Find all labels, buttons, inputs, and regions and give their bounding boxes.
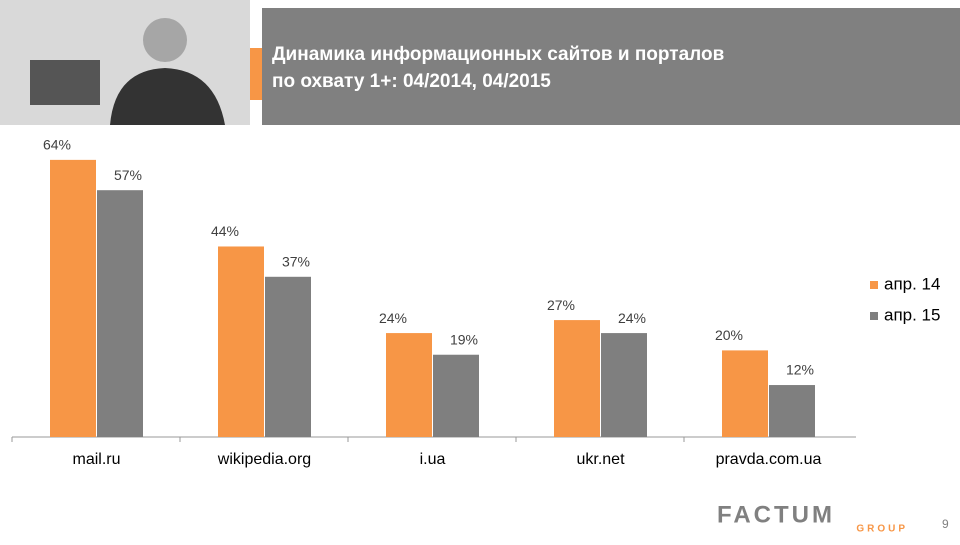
- bar: [433, 354, 479, 437]
- legend-swatch: [870, 312, 878, 320]
- x-tick-label: ukr.net: [576, 451, 625, 468]
- bar: [386, 333, 432, 437]
- value-label: 24%: [379, 310, 407, 326]
- x-tick-label: wikipedia.org: [217, 451, 311, 468]
- bar: [50, 159, 96, 437]
- bar: [554, 320, 600, 437]
- title-box: [262, 8, 960, 125]
- photo-body: [110, 68, 225, 125]
- value-label: 64%: [43, 137, 71, 153]
- logo: FACTUM: [717, 501, 835, 528]
- x-tick-label: i.ua: [420, 451, 446, 468]
- page-number: 9: [942, 517, 949, 531]
- legend-swatch: [870, 281, 878, 289]
- value-label: 19%: [450, 331, 478, 347]
- photo-head: [143, 18, 187, 62]
- bar: [265, 276, 311, 437]
- bar: [769, 385, 815, 437]
- logo-sub: GROUP: [856, 524, 908, 535]
- value-label: 24%: [618, 310, 646, 326]
- legend-label: апр. 14: [884, 274, 940, 293]
- bar: [601, 333, 647, 437]
- value-label: 57%: [114, 167, 142, 183]
- value-label: 27%: [547, 297, 575, 313]
- value-label: 44%: [211, 223, 239, 239]
- legend-label: апр. 15: [884, 305, 940, 324]
- value-label: 37%: [282, 253, 310, 269]
- value-label: 12%: [786, 362, 814, 378]
- bar: [97, 190, 143, 437]
- title-line: Динамика информационных сайтов и портало…: [272, 44, 724, 65]
- title-line: по охвату 1+: 04/2014, 04/2015: [272, 71, 551, 92]
- bar: [218, 246, 264, 437]
- laptop: [30, 60, 100, 105]
- x-tick-label: pravda.com.ua: [716, 451, 822, 468]
- bar: [722, 350, 768, 437]
- title-accent: [250, 48, 262, 100]
- value-label: 20%: [715, 327, 743, 343]
- x-tick-label: mail.ru: [72, 451, 120, 468]
